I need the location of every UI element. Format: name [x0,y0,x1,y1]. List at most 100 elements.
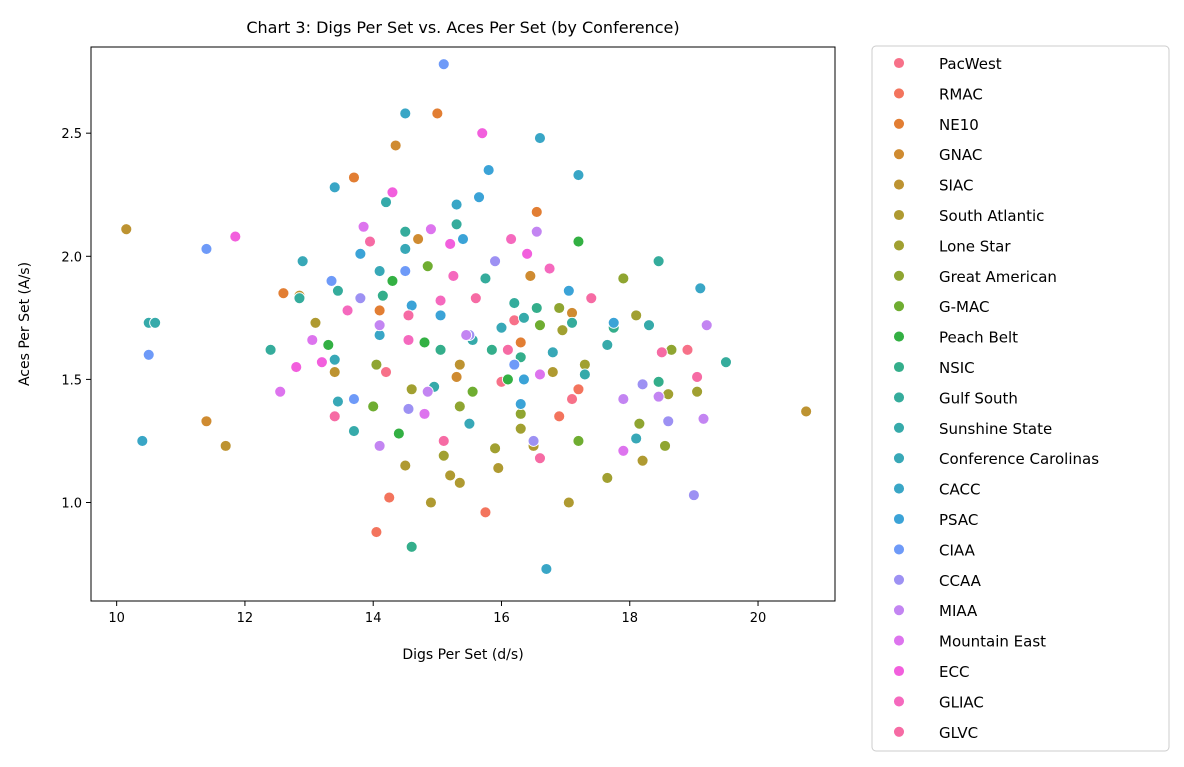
data-point [553,410,566,423]
data-point [601,471,614,484]
data-point [373,265,386,278]
data-point [229,230,242,243]
data-point [681,343,694,356]
data-point [694,282,707,295]
data-point [489,442,502,455]
data-point [383,491,396,504]
legend-marker [893,178,905,191]
data-point [328,366,341,378]
data-point [434,294,447,307]
y-tick-label: 1.5 [61,373,82,388]
data-point [309,316,322,329]
data-point [200,415,213,428]
data-point [421,260,434,273]
data-point [530,206,543,218]
legend-label: PSAC [939,511,978,529]
data-point [479,272,492,285]
legend-label: G-MAC [939,298,989,316]
data-point [450,218,463,231]
legend-label: South Atlantic [939,207,1044,225]
data-point [149,316,162,329]
data-point [601,338,614,351]
data-point [421,385,434,398]
legend-marker [893,725,905,738]
data-point [399,107,412,120]
data-point [652,255,665,268]
data-point [514,407,527,420]
data-point [617,272,630,285]
x-tick-label: 18 [621,611,638,626]
data-point [328,181,341,194]
data-point [392,427,405,440]
legend-marker [893,87,905,100]
data-point [636,378,649,391]
data-point [572,235,585,248]
data-point [437,435,450,447]
data-point [566,306,578,319]
data-point [120,223,133,236]
data-point [142,348,155,361]
data-point [444,469,457,482]
data-point [434,309,447,322]
data-point [412,233,425,246]
data-point [566,393,578,406]
data-point [546,366,559,378]
legend-label: Peach Belt [939,329,1018,347]
data-point [460,329,473,342]
data-point [485,343,498,356]
legend-label: CACC [939,481,980,499]
legend-label: ECC [939,663,969,681]
x-axis: 10 12 14 16 18 20 [108,601,766,626]
y-axis-label: Aces Per Set (A/s) [17,262,33,386]
data-point [380,196,392,209]
data-point [293,292,306,305]
legend-label: Lone Star [939,237,1011,255]
legend-label: PacWest [939,55,1002,73]
data-point [376,289,389,302]
legend-marker [893,300,905,313]
legend-label: RMAC [939,85,983,103]
legend-items: PacWest RMAC NE10 GNAC SIAC South Atlantic Lon… [893,55,1099,742]
data-point [296,255,309,268]
legend-marker [893,209,905,221]
data-point [453,358,466,371]
data-point [585,292,598,305]
data-point [572,435,585,447]
legend-label: SIAC [939,177,973,195]
data-point [399,459,412,472]
x-tick-label: 16 [493,611,510,626]
legend-marker [893,57,905,69]
legend-label: Gulf South [939,389,1018,407]
data-point [373,304,386,317]
data-point [373,439,386,452]
data-point [697,412,710,425]
data-point [553,302,566,314]
data-point [521,247,534,260]
data-point [700,319,713,332]
data-point [514,422,527,435]
legend-marker [893,391,905,404]
data-point [572,383,585,396]
data-point [315,356,328,369]
data-point [453,400,466,413]
data-point [514,336,527,349]
legend-marker [893,330,905,343]
data-point [402,309,415,322]
legend-marker [893,117,905,130]
data-point [617,444,630,457]
data-point [264,343,277,356]
data-point [453,476,466,489]
data-point [437,58,450,71]
legend-marker [893,573,905,586]
data-point [556,324,569,337]
data-point [572,169,585,181]
legend-marker [893,239,905,252]
data-point [380,366,392,378]
legend-marker [893,269,905,282]
data-point [463,417,476,430]
data-point [424,496,437,509]
data-point [290,361,303,374]
data-point [534,319,546,332]
data-point [431,107,444,120]
